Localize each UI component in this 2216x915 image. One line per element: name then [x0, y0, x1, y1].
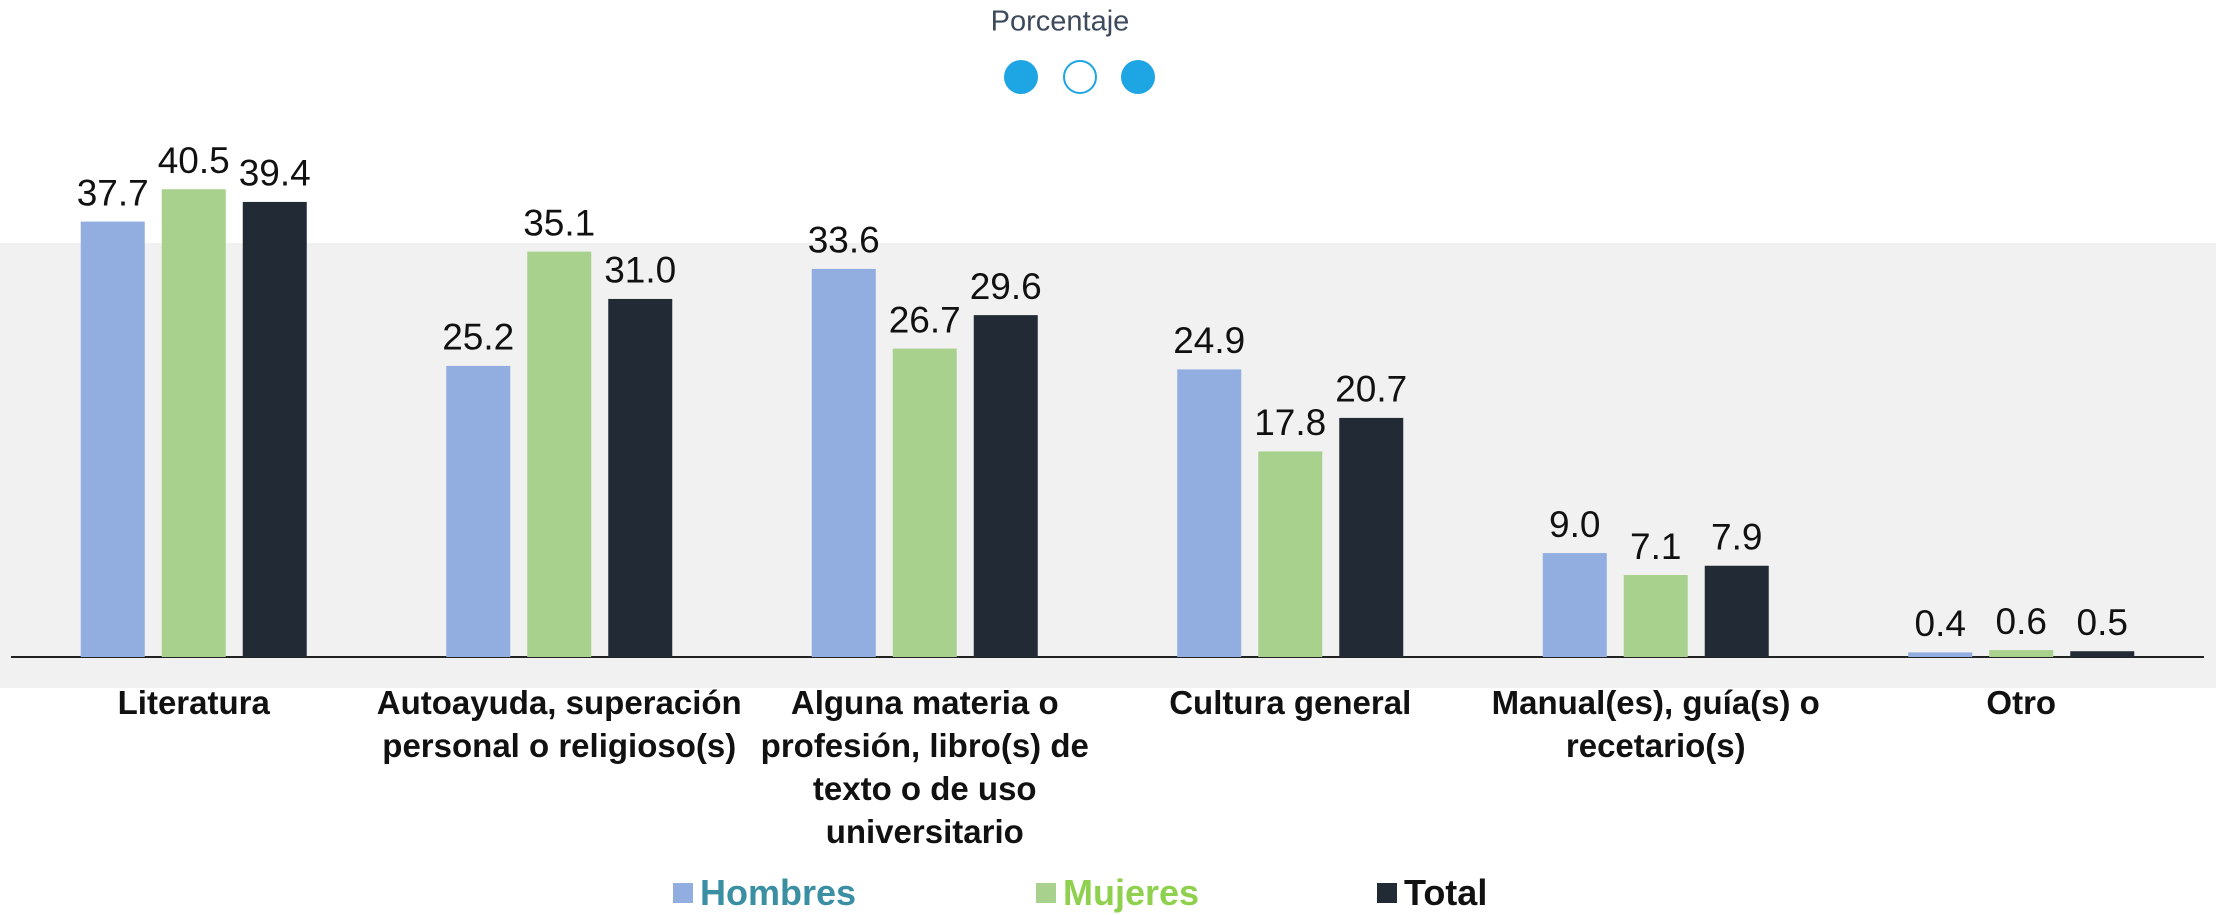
bar	[811, 268, 876, 657]
data-label: 9.0	[1549, 504, 1600, 545]
data-label: 0.6	[1996, 601, 2047, 642]
data-label: 40.5	[158, 140, 230, 181]
bar	[1623, 574, 1688, 657]
x-tick-label: Autoayuda, superación personal o religio…	[376, 684, 742, 764]
data-label: 24.9	[1173, 320, 1245, 361]
x-tick-label: Manual(es), guía(s) o recetario(s)	[1491, 684, 1820, 764]
page-dot[interactable]	[1063, 60, 1097, 94]
bar	[446, 365, 511, 657]
page-dot[interactable]	[1121, 60, 1155, 94]
legend-label: Hombres	[700, 872, 857, 913]
bar	[1339, 417, 1404, 657]
data-label: 33.6	[808, 220, 880, 261]
bar	[1177, 369, 1242, 657]
bar	[1908, 652, 1973, 657]
bar	[242, 201, 307, 657]
x-tick-label: Literatura	[117, 684, 270, 721]
legend-swatch	[1036, 883, 1056, 903]
legend-item: Total	[1377, 872, 1487, 914]
plot-band	[0, 243, 2216, 688]
x-tick-label: Cultura general	[1169, 684, 1412, 721]
bar	[608, 298, 673, 657]
data-label: 20.7	[1335, 369, 1407, 410]
bar	[1989, 650, 2054, 657]
bar	[1704, 565, 1769, 657]
chart-title: Porcentaje	[991, 6, 1130, 38]
data-label: 25.2	[442, 317, 514, 358]
data-label: 35.1	[523, 202, 595, 243]
data-label: 37.7	[77, 172, 149, 213]
data-label: 0.4	[1915, 603, 1966, 644]
bar	[1258, 451, 1323, 657]
legend-label: Total	[1404, 872, 1488, 913]
data-label: 29.6	[970, 266, 1042, 307]
data-label: 7.1	[1630, 526, 1681, 567]
bar	[973, 315, 1038, 657]
page-dot[interactable]	[1004, 60, 1038, 94]
bar	[1542, 553, 1607, 657]
legend-item: Mujeres	[1036, 872, 1199, 914]
data-label: 7.9	[1711, 517, 1762, 558]
bar	[80, 221, 145, 657]
legend-item: Hombres	[673, 872, 856, 914]
bar	[2070, 651, 2135, 657]
data-label: 31.0	[604, 250, 676, 291]
bar	[527, 251, 592, 657]
data-label: 39.4	[239, 153, 311, 194]
bar	[892, 348, 957, 657]
x-tick-label: Otro	[1986, 684, 2057, 721]
data-label: 0.5	[2077, 602, 2128, 643]
data-label: 17.8	[1254, 402, 1326, 443]
legend-label: Mujeres	[1063, 872, 1200, 913]
legend-swatch	[1377, 883, 1397, 903]
data-label: 26.7	[889, 299, 961, 340]
legend-swatch	[673, 883, 693, 903]
x-tick-label: Alguna materia o profesión, libro(s) de …	[760, 684, 1089, 850]
bar	[161, 189, 226, 657]
